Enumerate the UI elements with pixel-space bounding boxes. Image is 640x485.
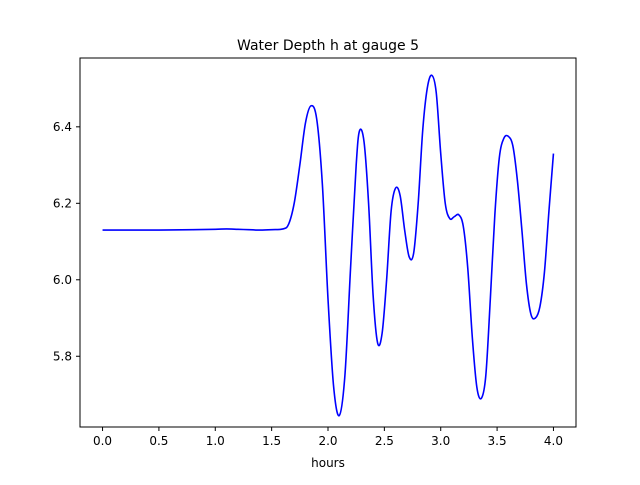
x-tick-label: 0.5	[149, 434, 168, 448]
plot-area-frame	[79, 57, 577, 428]
x-tick-label: 2.0	[318, 434, 337, 448]
x-tick-label: 1.0	[206, 434, 225, 448]
x-tick-label: 3.5	[488, 434, 507, 448]
x-tick-label: 4.0	[544, 434, 563, 448]
x-tick-label: 1.5	[262, 434, 281, 448]
x-axis-label: hours	[311, 456, 345, 470]
y-tick-label: 6.0	[53, 273, 72, 287]
x-tick-label: 0.0	[93, 434, 112, 448]
y-tick-label: 6.2	[53, 196, 72, 210]
y-tick-label: 6.4	[53, 120, 72, 134]
series-line-0	[102, 74, 555, 417]
y-tick-label: 5.8	[53, 349, 72, 363]
chart-title: Water Depth h at gauge 5	[237, 38, 419, 54]
x-tick-label: 2.5	[375, 434, 394, 448]
x-tick-label: 3.0	[431, 434, 450, 448]
